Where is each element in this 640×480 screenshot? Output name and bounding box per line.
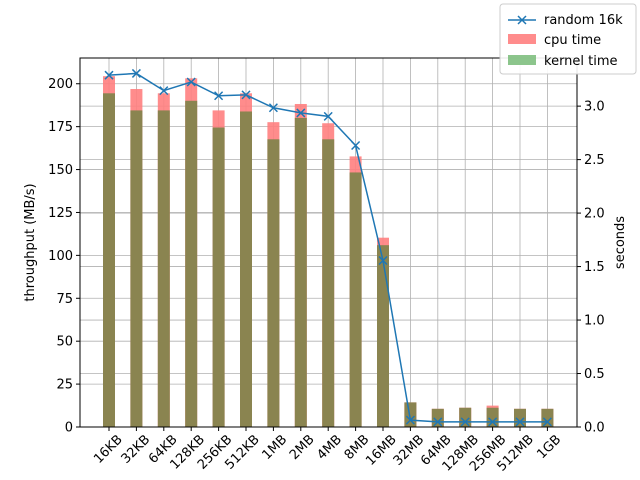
line-point-marker <box>104 70 114 80</box>
y-tick-label: 50 <box>56 335 73 350</box>
line-point-marker <box>323 111 333 121</box>
line-point-marker <box>296 108 306 118</box>
bar-kernel-time <box>349 172 362 427</box>
line-point-marker <box>214 91 224 101</box>
line-point-marker <box>460 417 470 427</box>
y2-tick-label: 3.0 <box>584 100 605 115</box>
y2-tick-label: 0.0 <box>584 421 605 436</box>
y-tick-label: 175 <box>48 120 73 135</box>
line-point-marker <box>351 140 361 151</box>
bar-kernel-time <box>185 100 198 428</box>
bar-kernel-time <box>459 407 472 427</box>
legend-cpu-swatch <box>508 34 536 44</box>
bar-kernel-time <box>212 127 225 428</box>
line-point-marker <box>159 86 169 96</box>
y2-tick-label: 1.5 <box>584 260 605 275</box>
line-point-marker <box>433 417 443 427</box>
line-series <box>104 68 552 427</box>
y-tick-label: 25 <box>56 378 73 393</box>
y-tick-label: 0 <box>65 421 73 436</box>
legend-label-cpu: cpu time <box>544 33 601 48</box>
y-axis-label: throughput (MB/s) <box>23 183 38 301</box>
y2-tick-label: 2.5 <box>584 153 605 168</box>
bar-kernel-time <box>103 93 115 427</box>
line-point-marker <box>131 68 141 78</box>
line-point-marker <box>515 417 525 427</box>
bars <box>103 76 554 428</box>
line-point-marker <box>241 90 251 100</box>
bar-kernel-time <box>294 117 307 427</box>
line-point-marker <box>186 77 196 87</box>
legend-label-random: random 16k <box>544 13 623 28</box>
legend-label-kernel: kernel time <box>544 54 618 69</box>
y2-axis-label: seconds <box>613 216 628 269</box>
bar-kernel-time <box>431 408 444 427</box>
legend-x-marker-icon <box>517 15 527 25</box>
y-tick-label: 200 <box>48 77 73 92</box>
legend: random 16k cpu time kernel time <box>499 3 637 75</box>
bar-kernel-time <box>322 139 335 427</box>
bar-kernel-time <box>240 111 252 427</box>
bar-kernel-time <box>130 110 143 428</box>
bar-kernel-time <box>541 408 554 427</box>
line-point-marker <box>488 417 498 427</box>
y-tick-label: 150 <box>48 163 73 178</box>
y2-tick-label: 0.5 <box>584 367 605 382</box>
bar-kernel-time <box>267 139 280 427</box>
y2-tick-label: 2.0 <box>584 207 605 222</box>
bar-kernel-time <box>157 110 170 428</box>
y-tick-label: 125 <box>48 206 73 221</box>
y-tick-label: 75 <box>56 292 73 307</box>
line-point-marker <box>542 417 552 427</box>
bar-kernel-time <box>377 245 389 427</box>
line-point-marker <box>378 255 388 266</box>
bar-kernel-time <box>514 408 526 427</box>
y-tick-label: 100 <box>48 249 73 264</box>
legend-kernel-swatch <box>508 55 536 65</box>
y2-tick-label: 1.0 <box>584 314 605 329</box>
line-point-marker <box>405 415 415 425</box>
bar-kernel-time <box>486 407 499 427</box>
line-point-marker <box>268 103 278 113</box>
